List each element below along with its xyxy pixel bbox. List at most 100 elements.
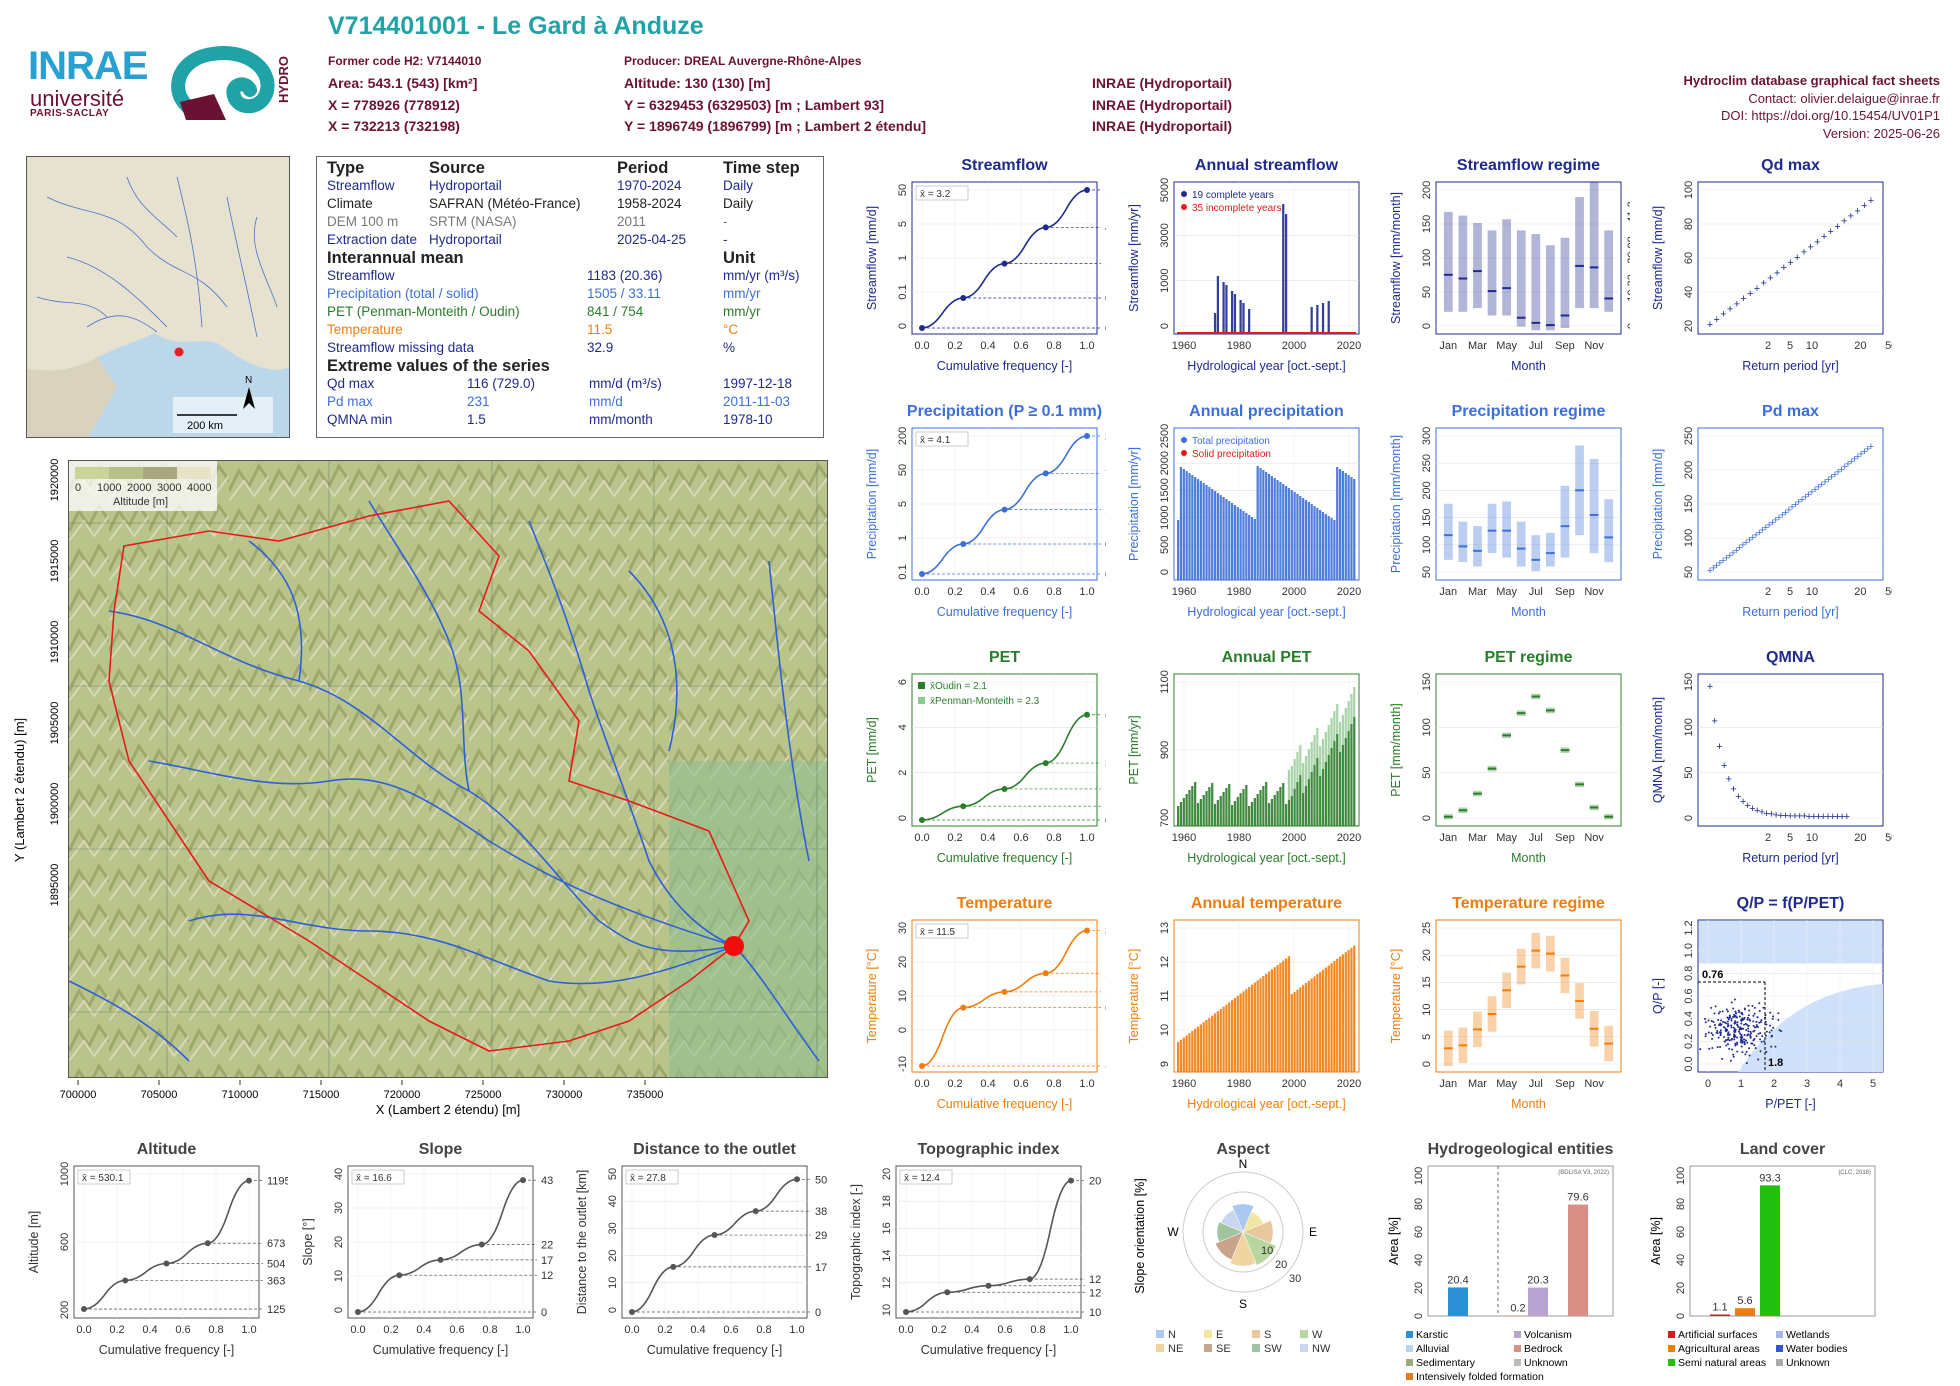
y-tick: 0.6	[1683, 988, 1695, 1003]
year-bar	[1270, 969, 1274, 1072]
return-period-point: +	[1753, 530, 1759, 542]
year-bar	[1330, 748, 1333, 826]
year-bar	[1239, 993, 1242, 1072]
y-tick: 13	[1159, 922, 1171, 934]
catchment-map-axes: 700000 705000 710000 715000 720000 725000 7300…	[12, 459, 663, 1117]
marker-y-label: 0.76	[1702, 969, 1723, 981]
y-tick: 40	[1675, 1254, 1687, 1266]
chart-title: Precipitation regime	[1452, 403, 1606, 420]
daily-point	[1748, 1047, 1751, 1050]
year-bar	[1344, 952, 1347, 1072]
aspect-sector	[1229, 1231, 1257, 1267]
hydrogeology-chart: Hydrogeological entities Area [%] (BDLISA …	[1387, 1141, 1614, 1381]
x-tick: 0.4	[142, 1324, 157, 1336]
map-y-tick: 1915000	[49, 540, 61, 583]
y-tick: 20	[897, 956, 909, 968]
daily-point	[1732, 1015, 1735, 1018]
y-tick: 1	[897, 255, 909, 261]
y-tick: 20	[1675, 1282, 1687, 1294]
year-bar	[1179, 802, 1183, 826]
year-bar	[1267, 971, 1271, 1072]
daily-point	[1770, 1045, 1773, 1048]
daily-point	[1730, 1017, 1733, 1020]
year-bar	[1307, 779, 1310, 826]
y-tick: 20	[1683, 320, 1695, 332]
quantile-label: 22	[541, 1240, 553, 1252]
x-tick: 0.2	[931, 1324, 946, 1336]
info-table: Type Source Period Time step Streamflow Hydr…	[316, 156, 824, 438]
return-period-point: +	[1801, 811, 1807, 823]
daily-point	[1704, 1021, 1707, 1024]
x-tick: Jan	[1439, 586, 1457, 598]
legend-swatch	[1204, 1330, 1212, 1338]
y-axis-label: QMNA [mm/month]	[1651, 697, 1665, 803]
month-range-bar	[1560, 485, 1570, 558]
return-period-point: +	[1855, 451, 1861, 463]
y-tick: 0	[333, 1307, 345, 1313]
return-period-point: +	[1854, 205, 1860, 217]
mean-label: x̄ = 16.6	[356, 1173, 392, 1184]
daily-point	[1725, 1008, 1728, 1011]
y-tick: 25	[1421, 922, 1433, 934]
daily-point	[1738, 1011, 1741, 1014]
daily-point	[1733, 998, 1736, 1001]
y-tick: 0.4	[1683, 1011, 1695, 1026]
year-bar	[1177, 806, 1180, 826]
return-period-point: +	[1795, 497, 1801, 509]
daily-point	[1758, 1021, 1761, 1024]
chart-title: Slope	[419, 1141, 463, 1158]
daily-point	[1714, 1005, 1717, 1008]
return-period-point: +	[1789, 502, 1795, 514]
topo-index-chart: Topographic index Cumulative frequency [-…	[849, 1141, 1101, 1357]
year-bar-penman	[1344, 708, 1347, 738]
y-tick: 0	[1159, 323, 1171, 329]
rose-ring	[1182, 1171, 1304, 1293]
y-tick: 30	[333, 1202, 345, 1214]
quantile-label: 0	[541, 1307, 547, 1319]
daily-point	[1752, 1030, 1755, 1033]
y-tick: 2000	[1159, 451, 1171, 475]
return-period-point: +	[1802, 492, 1808, 504]
year-bar-penman	[1347, 701, 1350, 731]
return-period-point: +	[1844, 811, 1850, 823]
cumulative-curve	[921, 713, 1088, 821]
x-axis-label: Cumulative frequency [-]	[921, 1343, 1056, 1357]
daily-point	[1746, 1041, 1749, 1044]
month-range-bar	[1502, 501, 1511, 558]
return-period-point: +	[1861, 446, 1867, 458]
month-range-bar	[1575, 197, 1584, 309]
year-bar	[1219, 1009, 1222, 1072]
daily-point	[1704, 1033, 1707, 1036]
return-period-point: +	[1839, 811, 1845, 823]
category-bar	[1568, 1204, 1588, 1316]
daily-point	[1736, 1041, 1739, 1044]
mean-box	[899, 1169, 953, 1185]
y-tick: 60	[1675, 1226, 1687, 1238]
cumulative-curve	[921, 435, 1088, 575]
year-bar-penman	[1336, 704, 1339, 734]
mean-label: Temperature	[327, 322, 403, 337]
return-period-point: +	[1759, 525, 1765, 537]
y-tick: 5	[897, 501, 909, 507]
daily-point	[1733, 1038, 1736, 1041]
quantile-label: 363	[267, 1275, 285, 1287]
map-y-tick: 1910000	[49, 621, 61, 664]
daily-point	[1719, 1031, 1722, 1034]
ring-label: 20	[1275, 1259, 1287, 1271]
year-bar	[1290, 994, 1293, 1072]
x-tick: Nov	[1584, 1078, 1604, 1090]
chart-title: Annual PET	[1222, 649, 1312, 666]
year-bar	[1230, 503, 1234, 580]
y-axis-label: Streamflow [mm/month]	[1389, 192, 1403, 324]
map-x-tick: 705000	[141, 1089, 178, 1101]
y-tick: 0	[1159, 569, 1171, 575]
year-bar	[1327, 516, 1330, 580]
x-tick: 0.8	[1046, 340, 1061, 352]
month-range-bar	[1473, 526, 1482, 567]
src-step: -	[723, 232, 728, 247]
y-tick: 100	[1413, 1167, 1425, 1185]
x-tick: 1980	[1227, 832, 1251, 844]
y-tick: 0	[1421, 1061, 1433, 1067]
x-tick: Jan	[1439, 1078, 1457, 1090]
x-tick: 10	[1806, 586, 1818, 598]
